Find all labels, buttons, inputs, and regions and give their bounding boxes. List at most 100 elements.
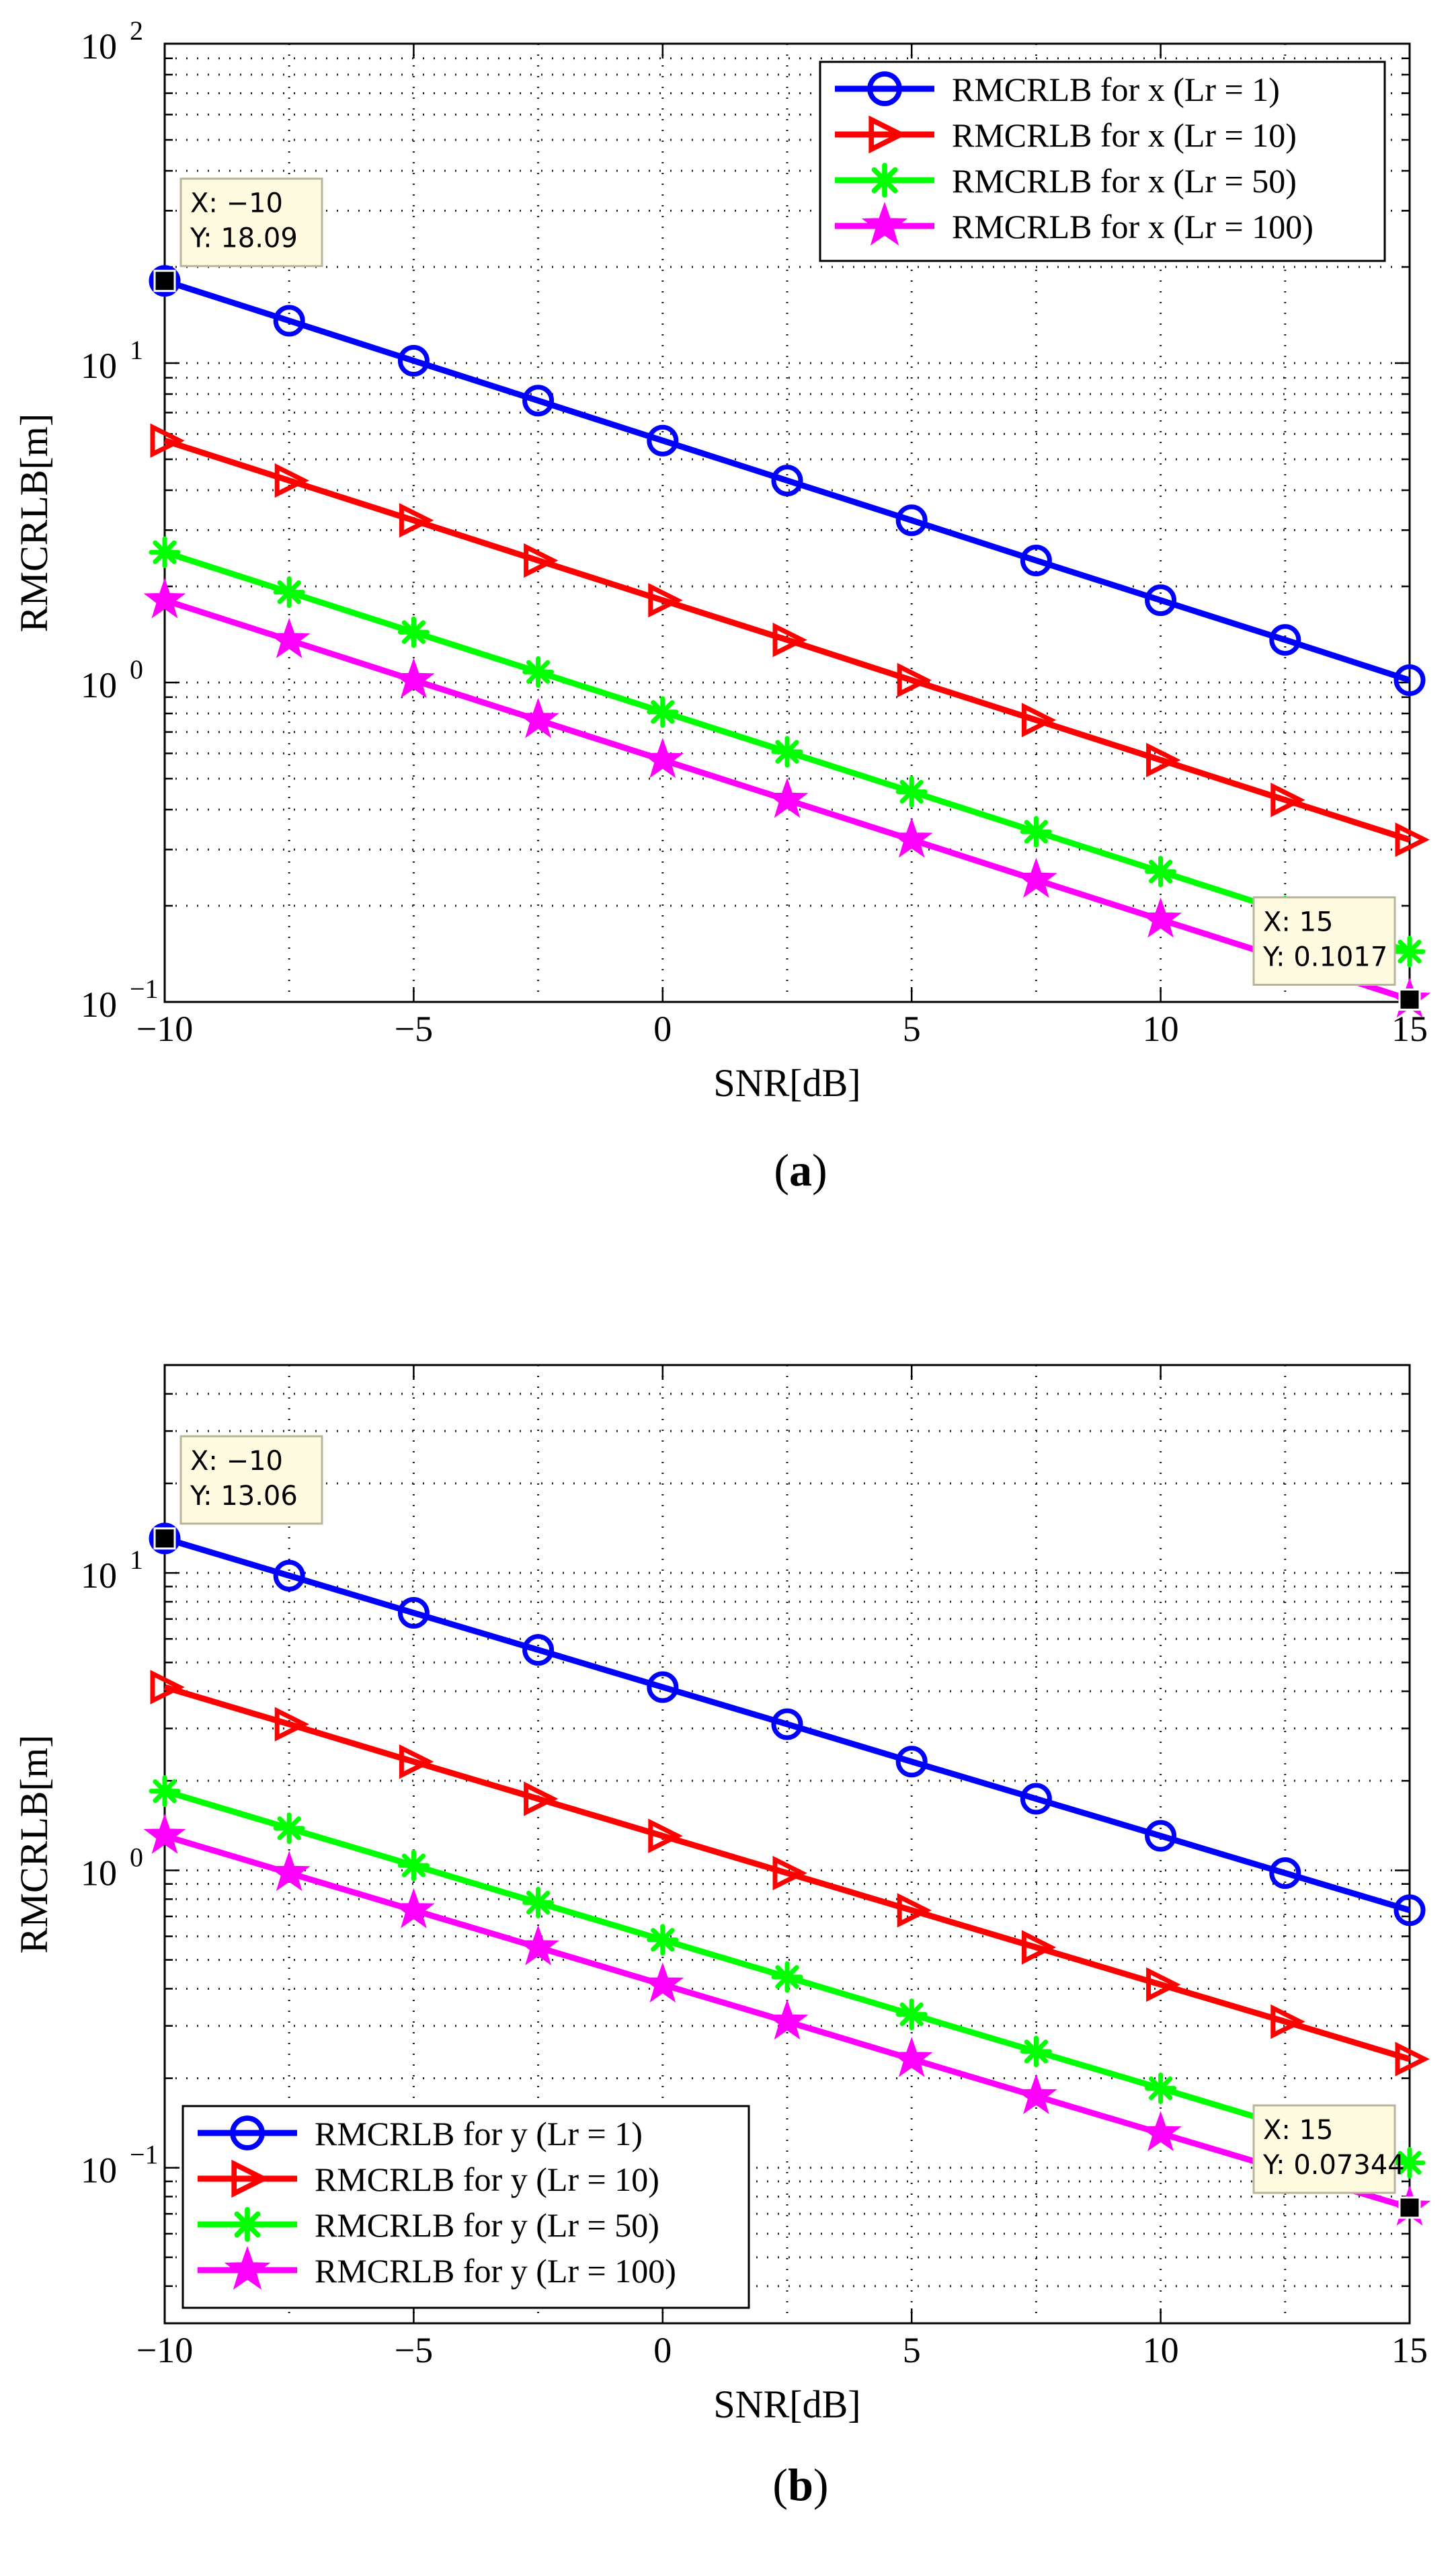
data-point bbox=[890, 2037, 933, 2077]
data-point bbox=[273, 1559, 305, 1592]
y-tick-label: 10 0 bbox=[81, 654, 143, 705]
data-point bbox=[1020, 545, 1052, 577]
data-point bbox=[895, 1998, 928, 2031]
data-point bbox=[1145, 855, 1177, 888]
data-point bbox=[1021, 703, 1057, 738]
data-point bbox=[895, 1746, 928, 1778]
chart-panel-b: −10 −5 0 5 10 15 10 −1 10 0 10 1 SNR[dB] RMCRLB[m] X: … bbox=[12, 1364, 1431, 2510]
data-point bbox=[273, 305, 305, 337]
series-1 bbox=[149, 1522, 1426, 1927]
data-point bbox=[517, 1925, 559, 1966]
data-point bbox=[393, 1888, 435, 1929]
data-point bbox=[897, 1893, 932, 1928]
data-tip-y: Y: 18.09 bbox=[190, 223, 298, 254]
data-point bbox=[648, 582, 683, 618]
data-point bbox=[641, 738, 684, 778]
data-point bbox=[641, 1962, 684, 2003]
caption-open-paren: ( bbox=[772, 2459, 788, 2510]
data-tip-box bbox=[179, 1435, 323, 1525]
triangle-marker bbox=[231, 2159, 270, 2198]
data-tip-marker bbox=[153, 1527, 176, 1550]
data-point bbox=[1269, 1857, 1301, 1890]
data-tip-y: Y: 0.1017 bbox=[1262, 942, 1387, 973]
y-tick-base: 10 bbox=[81, 346, 117, 386]
triangle-marker bbox=[868, 115, 907, 154]
data-tip-y: Y: 13.06 bbox=[190, 1481, 298, 1512]
data-point bbox=[522, 385, 555, 417]
asterisk-stroke bbox=[1024, 2039, 1049, 2064]
y-tick-exponent: 0 bbox=[130, 654, 143, 685]
series-line bbox=[163, 1535, 1411, 1914]
data-point bbox=[772, 622, 807, 658]
legend-entry: RMCRLB for y (Lr = 100) bbox=[198, 2245, 676, 2290]
legend-entry: RMCRLB for x (Lr = 100) bbox=[835, 201, 1313, 246]
legend-label: RMCRLB for y (Lr = 10) bbox=[315, 2161, 659, 2198]
legend-label: RMCRLB for y (Lr = 100) bbox=[315, 2252, 676, 2290]
data-tip-x: X: 15 bbox=[1263, 907, 1334, 938]
data-point bbox=[397, 1597, 430, 1629]
data-point bbox=[771, 1708, 803, 1740]
data-tip-box bbox=[1252, 2104, 1396, 2194]
data-point bbox=[273, 1812, 305, 1844]
data-point bbox=[1020, 2035, 1052, 2068]
data-tip-x: X: −10 bbox=[190, 188, 283, 219]
caption-close-paren: ) bbox=[812, 1144, 827, 1196]
data-point bbox=[149, 265, 181, 297]
data-tip-marker bbox=[1398, 988, 1421, 1011]
data-point bbox=[647, 424, 679, 457]
data-point bbox=[274, 1707, 310, 1742]
data-point bbox=[895, 504, 928, 537]
caption-open-paren: ( bbox=[774, 1144, 789, 1196]
caption-close-paren: ) bbox=[813, 2459, 829, 2510]
data-tip: X: 15 Y: 0.1017 bbox=[1252, 896, 1421, 1011]
data-point bbox=[274, 463, 310, 498]
asterisk-stroke bbox=[775, 1965, 799, 1989]
x-tick-label: 10 bbox=[1143, 1009, 1179, 1049]
asterisk-stroke bbox=[651, 1928, 675, 1952]
asterisk-stroke bbox=[526, 660, 551, 684]
asterisk-stroke bbox=[277, 1816, 301, 1840]
plot-frame bbox=[163, 42, 1411, 1003]
data-point bbox=[890, 817, 933, 858]
asterisk-stroke bbox=[1148, 2076, 1173, 2101]
y-tick-base: 10 bbox=[81, 1555, 117, 1596]
y-axis-label: RMCRLB[m] bbox=[12, 1735, 56, 1954]
data-point bbox=[647, 696, 679, 728]
legend: RMCRLB for y (Lr = 1) RMCRLB for y (Lr = … bbox=[181, 2105, 750, 2309]
data-point bbox=[895, 775, 928, 808]
star-marker bbox=[861, 201, 908, 246]
asterisk-stroke bbox=[1398, 2150, 1422, 2175]
data-point bbox=[1393, 2146, 1426, 2179]
data-point bbox=[1139, 2111, 1182, 2152]
data-point bbox=[766, 777, 809, 818]
y-tick-exponent: −1 bbox=[130, 974, 159, 1004]
data-point bbox=[648, 1818, 683, 1853]
data-point bbox=[393, 658, 435, 699]
data-tip-box bbox=[1252, 896, 1396, 986]
asterisk-marker bbox=[230, 2207, 265, 2242]
y-tick-base: 10 bbox=[81, 2150, 117, 2191]
panel-caption: (b) bbox=[772, 2459, 828, 2510]
data-point bbox=[1139, 897, 1182, 938]
legend-entry: RMCRLB for y (Lr = 50) bbox=[198, 2206, 659, 2244]
y-tick-label: 10 0 bbox=[81, 1842, 143, 1893]
y-tick-label: 10 −1 bbox=[81, 2140, 159, 2191]
data-tip: X: −10 Y: 18.09 bbox=[153, 178, 323, 293]
y-tick-label: 10 1 bbox=[81, 1545, 143, 1596]
y-tick-label: 10 −1 bbox=[81, 974, 159, 1025]
legend-label: RMCRLB for y (Lr = 1) bbox=[315, 2115, 643, 2152]
series-1 bbox=[149, 265, 1426, 697]
series-2 bbox=[150, 1670, 1430, 2076]
data-point bbox=[647, 1924, 679, 1956]
legend-label: RMCRLB for x (Lr = 10) bbox=[952, 116, 1297, 154]
x-tick-label: −5 bbox=[395, 2330, 433, 2370]
data-point bbox=[150, 1670, 185, 1705]
data-point bbox=[1270, 2004, 1305, 2039]
data-point bbox=[1020, 816, 1052, 848]
data-point bbox=[524, 543, 559, 578]
data-tip-marker bbox=[1398, 2196, 1421, 2219]
data-point bbox=[1145, 2072, 1177, 2105]
legend-label: RMCRLB for x (Lr = 100) bbox=[952, 208, 1313, 245]
y-tick-base: 10 bbox=[81, 665, 117, 705]
asterisk-stroke bbox=[401, 620, 426, 644]
